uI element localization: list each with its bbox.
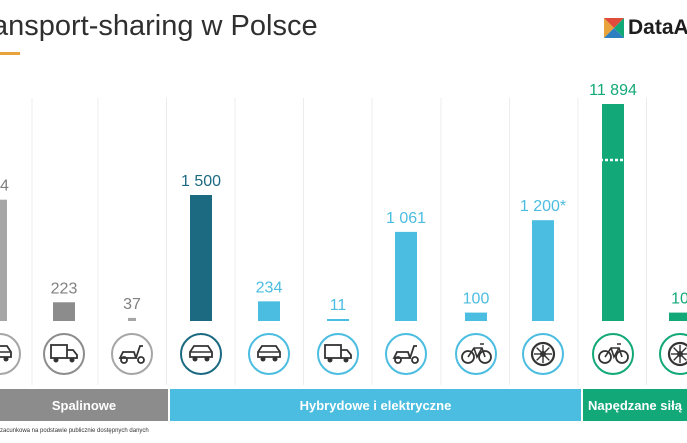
group-bar-human-powered: Napędzane siłą — [583, 389, 687, 421]
bar — [0, 199, 7, 321]
scooter-icon — [118, 345, 145, 364]
brand-logo: DataA — [604, 15, 687, 41]
bar-value-label: 1 500 — [181, 173, 221, 190]
bar-value-label: 234 — [256, 279, 283, 296]
bar-value-label: 10 — [671, 291, 687, 308]
bar-value-label: 37 — [123, 296, 141, 313]
scooter-icon — [392, 345, 419, 364]
bar-value-label: 1 200* — [520, 198, 566, 215]
icon-circle — [180, 333, 222, 375]
icon-circle — [317, 333, 359, 375]
bar — [669, 312, 687, 321]
van-icon — [324, 344, 352, 363]
bicycle-icon — [461, 343, 492, 364]
bar — [465, 312, 487, 321]
source-footnote: zacunkowa na podstawie publicznie dostęp… — [0, 428, 149, 434]
logo-mark-icon — [604, 18, 624, 38]
icon-circle — [248, 333, 290, 375]
icon-circle — [43, 333, 85, 375]
car-icon — [257, 345, 281, 362]
bar — [327, 319, 349, 321]
bar-value-label: 223 — [51, 280, 78, 297]
bar-chart: 44 223 37 1 500 234 11 1 061 100 1 200* 11 894 10 — [0, 82, 687, 385]
bar — [602, 104, 624, 321]
wheel-icon — [667, 341, 687, 367]
bar-value-label: 100 — [463, 291, 490, 308]
icon-circle — [385, 333, 427, 375]
group-bar-combustion: Spalinowe — [0, 389, 168, 421]
van-icon — [50, 344, 78, 363]
bar — [258, 301, 280, 321]
bar — [53, 302, 75, 321]
wheel-icon — [530, 341, 556, 367]
bicycle-icon — [598, 343, 629, 364]
group-label-combustion: Spalinowe — [51, 397, 117, 413]
bar — [128, 317, 136, 321]
bar-value-label: 1 061 — [386, 210, 426, 227]
car-icon — [0, 345, 12, 362]
bar-value-label: 11 894 — [589, 82, 637, 99]
logo-text: DataA — [628, 16, 687, 39]
group-bar-hybrid-electric: Hybrydowe i elektryczne — [170, 389, 581, 421]
bar — [190, 195, 212, 321]
car-icon — [189, 345, 213, 362]
bar-value-label: 44 — [0, 178, 9, 195]
group-label-human-powered: Napędzane siłą — [588, 397, 682, 413]
icon-circle — [0, 333, 21, 375]
title-accent-line — [0, 52, 20, 55]
group-label-hybrid-electric: Hybrydowe i elektryczne — [299, 397, 452, 413]
bar — [532, 220, 554, 321]
bar — [395, 231, 417, 321]
bar-value-label: 11 — [330, 297, 347, 314]
icon-circle — [111, 333, 153, 375]
page-title: ansport-sharing w Polsce — [0, 10, 318, 42]
